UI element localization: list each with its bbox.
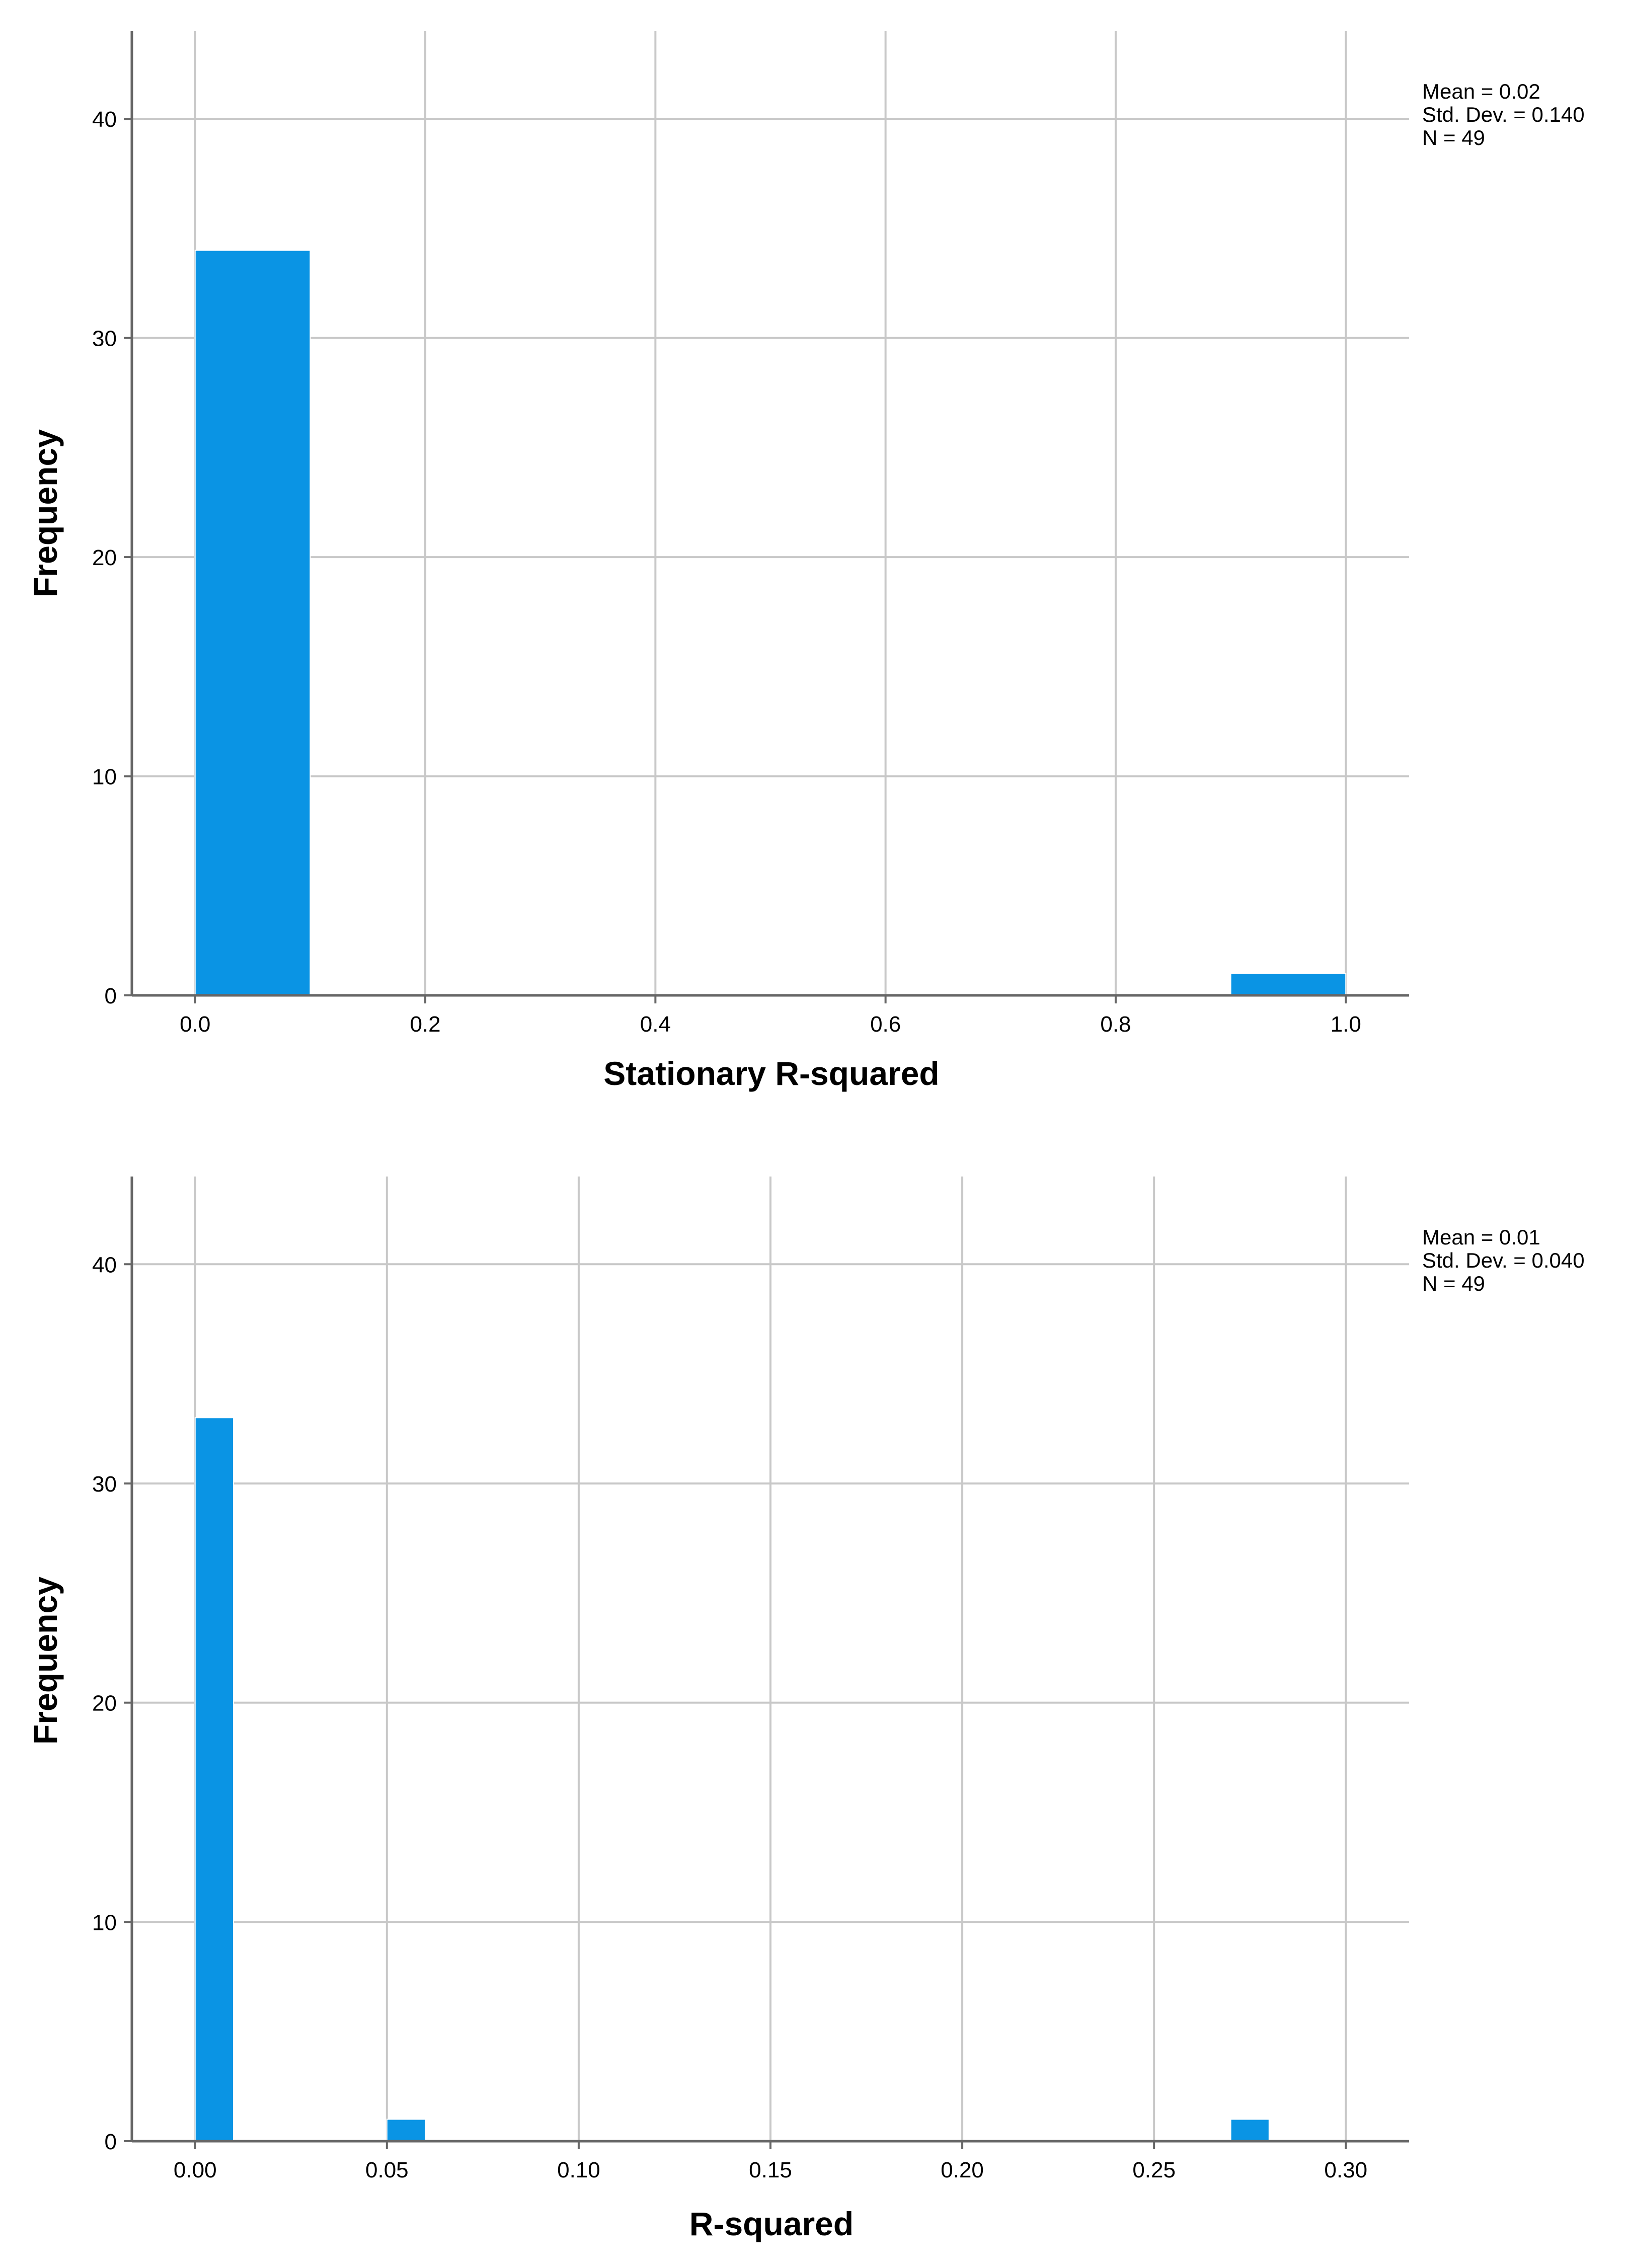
x-axis-title: Stationary R-squared [603,1055,939,1092]
stats-n: N = 49 [1422,1272,1485,1295]
x-tick-label-4: 0.8 [1100,1012,1131,1037]
stats-mean: Mean = 0.02 [1422,80,1540,103]
x-axis-title: R-squared [689,2205,854,2242]
y-tick-labels: 0 10 20 30 40 [92,107,132,1008]
x-tick-label-0: 0.0 [180,1012,210,1037]
bar-1 [386,2119,426,2142]
y-tick-label-0: 0 [105,2130,117,2154]
gridlines [132,1177,1409,2141]
y-tick-label-2: 20 [92,545,117,570]
axes [130,31,1409,997]
stats-box: Mean = 0.02 Std. Dev. = 0.140 N = 49 [1422,80,1585,149]
x-tick-label-1: 0.05 [365,2158,409,2182]
x-tick-label-2: 0.4 [640,1012,671,1037]
y-tick-label-2: 20 [92,1691,117,1716]
histogram-r-squared: 0.00 0.05 0.10 0.15 0.20 0.25 0.30 0 10 20 30 40 R… [27,1177,1585,2242]
y-tick-label-3: 30 [92,327,117,351]
stats-n: N = 49 [1422,126,1485,149]
x-tick-label-2: 0.10 [557,2158,600,2182]
y-tick-label-1: 10 [92,1910,117,1935]
y-axis-title: Frequency [27,1577,64,1745]
y-tick-label-1: 10 [92,765,117,790]
histogram-stationary-r-squared: 0.0 0.2 0.4 0.6 0.8 1.0 0 10 20 30 40 Stationary … [27,31,1585,1092]
y-tick-label-4: 40 [92,107,117,132]
gridlines [132,31,1409,995]
stats-box: Mean = 0.01 Std. Dev. = 0.040 N = 49 [1422,1225,1585,1295]
y-tick-label-0: 0 [105,984,117,1008]
bar-1 [1230,973,1347,996]
x-tick-label-6: 0.30 [1324,2158,1367,2182]
x-tick-label-5: 0.25 [1132,2158,1176,2182]
bar-0 [194,1417,234,2142]
y-tick-label-3: 30 [92,1472,117,1497]
stats-std-dev: Std. Dev. = 0.040 [1422,1248,1585,1272]
x-tick-label-3: 0.6 [870,1012,901,1037]
x-tick-labels: 0.0 0.2 0.4 0.6 0.8 1.0 [180,995,1361,1037]
bar-0 [194,250,311,996]
x-tick-label-4: 0.20 [941,2158,984,2182]
stats-mean: Mean = 0.01 [1422,1225,1540,1249]
x-tick-label-1: 0.2 [410,1012,440,1037]
bars [194,1417,1270,2142]
x-tick-label-5: 1.0 [1331,1012,1361,1037]
bars [194,250,1347,996]
y-tick-labels: 0 10 20 30 40 [92,1253,132,2154]
x-tick-labels: 0.00 0.05 0.10 0.15 0.20 0.25 0.30 [174,2141,1367,2182]
stats-std-dev: Std. Dev. = 0.140 [1422,103,1585,126]
bar-2 [1230,2119,1270,2142]
y-axis-title: Frequency [27,429,64,597]
y-tick-label-4: 40 [92,1253,117,1277]
x-tick-label-0: 0.00 [174,2158,217,2182]
x-tick-label-3: 0.15 [749,2158,792,2182]
